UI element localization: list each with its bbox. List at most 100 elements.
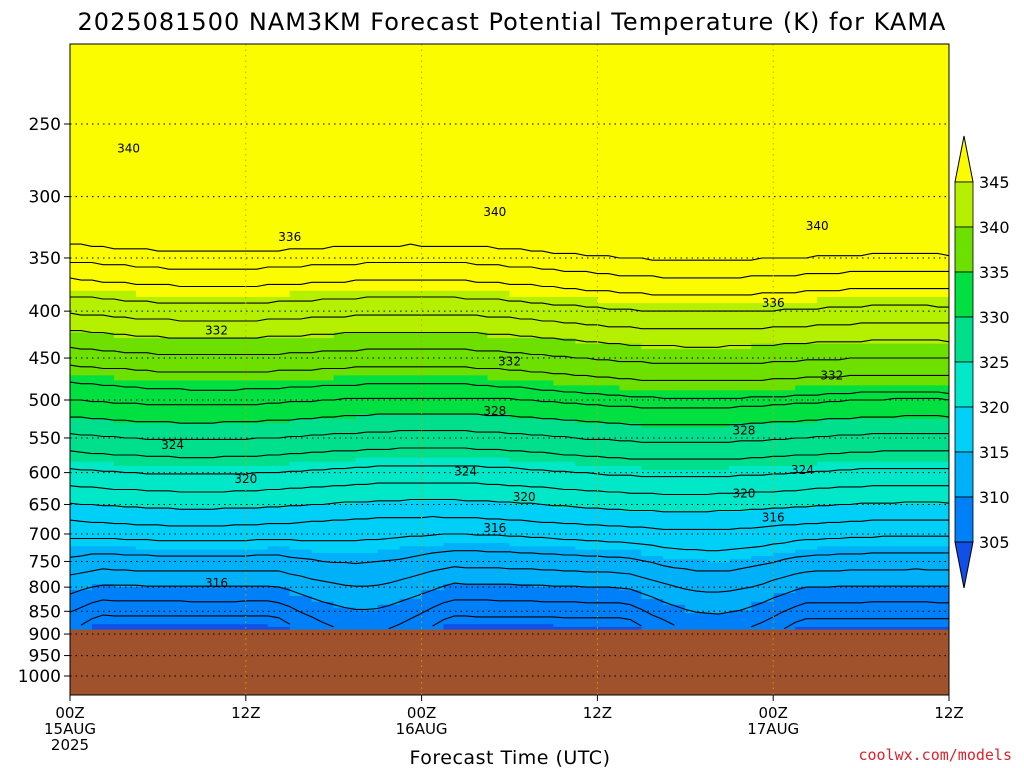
- field-cell: [707, 315, 730, 322]
- field-cell: [421, 191, 445, 200]
- field-cell: [245, 303, 269, 310]
- field-cell: [553, 380, 577, 387]
- field-cell: [817, 191, 840, 200]
- field-cell: [355, 590, 379, 594]
- field-cell: [817, 511, 840, 516]
- field-cell: [223, 409, 247, 415]
- field-cell: [795, 593, 818, 597]
- field-cell: [421, 296, 445, 304]
- field-cell: [817, 277, 840, 285]
- field-cell: [729, 343, 752, 350]
- field-cell: [289, 349, 313, 356]
- field-cell: [795, 380, 818, 387]
- field-cell: [597, 284, 620, 292]
- field-cell: [421, 199, 445, 208]
- field-cell: [157, 58, 181, 71]
- field-cell: [355, 477, 379, 483]
- field-cell: [751, 418, 774, 424]
- field-cell: [597, 457, 620, 463]
- field-cell: [223, 461, 247, 467]
- field-cell: [245, 529, 269, 534]
- field-cell: [179, 354, 203, 361]
- field-cell: [685, 236, 708, 245]
- field-cell: [399, 615, 423, 620]
- field-cell: [399, 578, 423, 582]
- field-cell: [289, 315, 313, 322]
- field-cell: [795, 449, 818, 455]
- field-cell: [201, 332, 225, 339]
- field-cell: [553, 222, 577, 231]
- field-cell: [707, 539, 730, 544]
- field-cell: [135, 157, 159, 167]
- field-cell: [597, 511, 620, 516]
- field-cell: [553, 477, 577, 483]
- field-cell: [531, 489, 555, 494]
- field-cell: [399, 174, 423, 184]
- field-cell: [729, 390, 752, 396]
- field-cell: [531, 315, 555, 322]
- field-cell: [91, 191, 115, 200]
- field-cell: [311, 395, 335, 401]
- field-cell: [311, 584, 335, 588]
- field-cell: [245, 404, 269, 411]
- field-cell: [311, 618, 335, 623]
- field-cell: [795, 222, 818, 231]
- field-cell: [333, 101, 357, 112]
- field-cell: [70, 604, 93, 609]
- field-cell: [817, 556, 840, 560]
- field-cell: [70, 338, 93, 345]
- field-cell: [113, 58, 137, 71]
- field-cell: [113, 157, 137, 167]
- field-cell: [531, 120, 555, 131]
- field-cell: [355, 214, 379, 223]
- field-cell: [223, 515, 247, 520]
- field-cell: [377, 400, 401, 406]
- field-cell: [311, 207, 335, 216]
- field-cell: [685, 423, 708, 429]
- field-cell: [773, 343, 796, 350]
- field-cell: [179, 607, 203, 611]
- field-cell: [201, 624, 225, 628]
- field-cell: [157, 604, 181, 609]
- field-cell: [223, 529, 247, 534]
- field-cell: [377, 284, 401, 292]
- field-cell: [201, 80, 225, 92]
- field-cell: [531, 111, 555, 122]
- field-cell: [421, 593, 445, 597]
- field-cell: [663, 532, 686, 537]
- field-cell: [465, 69, 489, 81]
- field-cell: [311, 461, 335, 467]
- field-cell: [531, 473, 555, 479]
- field-cell: [113, 565, 137, 570]
- field-cell: [135, 511, 159, 516]
- field-cell: [575, 598, 598, 603]
- field-cell: [135, 326, 159, 334]
- field-cell: [795, 590, 818, 594]
- field-cell: [377, 511, 401, 516]
- field-cell: [377, 222, 401, 231]
- field-cell: [729, 427, 752, 433]
- field-cell: [201, 199, 225, 208]
- field-cell: [707, 598, 730, 603]
- field-cell: [157, 359, 181, 366]
- field-cell: [311, 477, 335, 483]
- field-cell: [223, 244, 247, 252]
- field-cell: [465, 440, 489, 446]
- field-cell: [421, 559, 445, 564]
- field-cell: [443, 244, 467, 252]
- field-cell: [201, 457, 225, 463]
- field-cell: [70, 264, 93, 273]
- field-cell: [685, 277, 708, 285]
- field-cell: [333, 559, 357, 564]
- field-cell: [465, 610, 489, 614]
- field-cell: [443, 522, 467, 527]
- field-cell: [333, 598, 357, 603]
- field-cell: [773, 326, 796, 334]
- field-cell: [619, 409, 642, 415]
- field-cell: [751, 518, 774, 524]
- field-cell: [619, 199, 642, 208]
- field-cell: [553, 277, 577, 285]
- field-cell: [443, 529, 467, 534]
- field-cell: [289, 546, 313, 551]
- field-cell: [597, 320, 620, 328]
